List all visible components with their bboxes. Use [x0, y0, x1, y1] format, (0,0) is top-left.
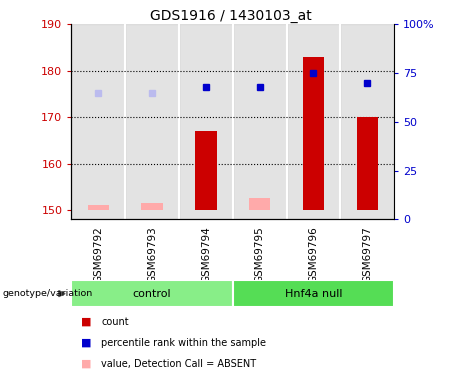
- Bar: [88, 206, 109, 210]
- Text: GSM69792: GSM69792: [93, 226, 103, 283]
- Text: control: control: [133, 289, 171, 298]
- Bar: [233, 24, 287, 219]
- Bar: [233, 280, 394, 307]
- Text: ■: ■: [81, 359, 91, 369]
- Bar: [71, 280, 233, 307]
- Text: GSM69797: GSM69797: [362, 226, 372, 283]
- Text: GSM69795: GSM69795: [254, 226, 265, 283]
- Bar: [125, 24, 179, 219]
- Bar: [142, 203, 163, 210]
- Text: ■: ■: [81, 317, 91, 327]
- Bar: [303, 57, 324, 210]
- Bar: [195, 131, 217, 210]
- Text: value, Detection Call = ABSENT: value, Detection Call = ABSENT: [101, 359, 256, 369]
- Text: percentile rank within the sample: percentile rank within the sample: [101, 338, 266, 348]
- Text: GSM69793: GSM69793: [147, 226, 157, 283]
- Text: Hnf4a null: Hnf4a null: [285, 289, 342, 298]
- Text: GSM69794: GSM69794: [201, 226, 211, 283]
- Bar: [71, 24, 125, 219]
- Text: ■: ■: [81, 338, 91, 348]
- Bar: [249, 198, 271, 210]
- Bar: [356, 117, 378, 210]
- Text: GDS1916 / 1430103_at: GDS1916 / 1430103_at: [150, 9, 311, 23]
- Bar: [340, 24, 394, 219]
- Bar: [179, 24, 233, 219]
- Text: count: count: [101, 317, 129, 327]
- Text: genotype/variation: genotype/variation: [2, 289, 93, 298]
- Text: GSM69796: GSM69796: [308, 226, 319, 283]
- Bar: [287, 24, 340, 219]
